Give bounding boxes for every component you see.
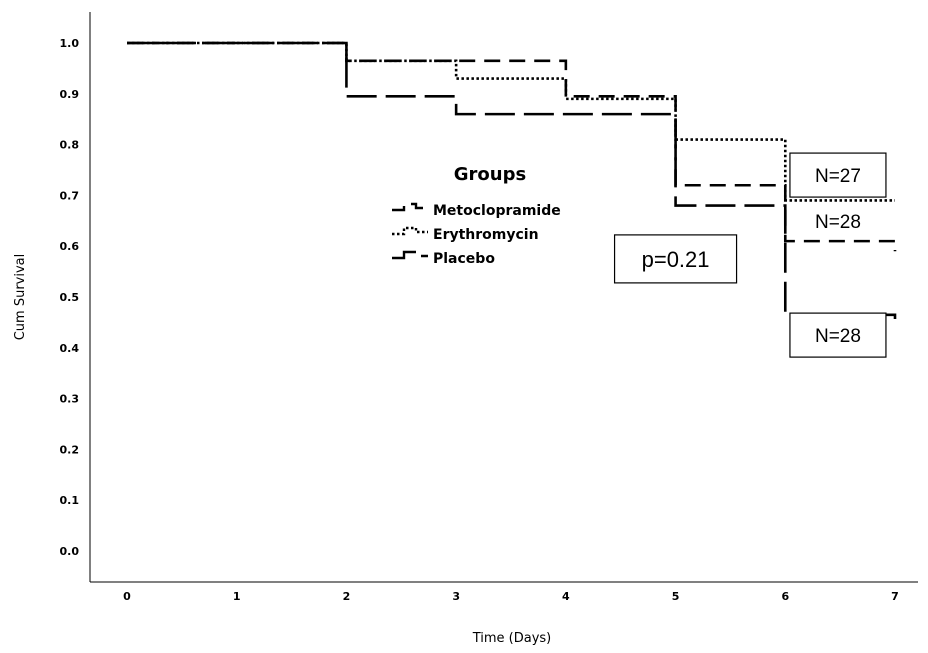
legend-swatch: [392, 226, 428, 236]
x-tick-label: 1: [233, 590, 241, 603]
annotation-box: p=0.21: [613, 234, 738, 284]
legend-label: Placebo: [433, 251, 495, 267]
y-tick-label: 1.0: [60, 37, 80, 50]
legend: Groups Metoclopramide Erythromycin Placebo: [392, 164, 561, 267]
x-tick-label: 2: [343, 590, 351, 603]
legend-title: Groups: [454, 164, 526, 185]
legend-swatch: [392, 250, 428, 260]
annotation-box: N=27: [789, 152, 887, 198]
x-tick-label: 7: [891, 590, 899, 603]
annotation-frame: [613, 234, 738, 284]
y-tick-labels: 0.0 0.1 0.2 0.3 0.4 0.5 0.6 0.7 0.8 0.9 1.0: [60, 37, 80, 558]
annotation-text: N=27: [815, 166, 861, 187]
y-tick-label: 0.2: [60, 443, 80, 456]
annotation-text: N=28: [815, 326, 861, 347]
x-tick-label: 6: [781, 590, 789, 603]
annotation-text: p=0.21: [642, 247, 710, 272]
y-tick-label: 0.1: [60, 494, 80, 507]
series-line-placebo: [127, 41, 897, 328]
y-tick-label: 0.6: [60, 240, 80, 253]
y-tick-label: 0.9: [60, 88, 80, 101]
y-tick-label: 0.3: [60, 393, 80, 406]
annotation-box: N=28: [789, 312, 887, 358]
legend-label: Metoclopramide: [433, 203, 561, 219]
x-tick-label: 5: [672, 590, 680, 603]
series-line-metoclopramide: [127, 41, 897, 252]
annotations: p=0.21 N=27 N=28 N=28: [613, 152, 887, 358]
x-tick-labels: 0 1 2 3 4 5 6 7: [123, 590, 899, 603]
x-tick-label: 3: [452, 590, 460, 603]
x-axis-title: Time (Days): [472, 631, 552, 646]
legend-label: Erythromycin: [433, 227, 539, 243]
annotation-label: N=28: [815, 212, 861, 233]
axes: [89, 12, 918, 583]
annotation-frame: [789, 312, 887, 358]
series-lines: [127, 41, 897, 328]
annotation-text: N=28: [815, 212, 861, 233]
y-tick-label: 0.0: [60, 545, 80, 558]
y-tick-label: 0.7: [60, 189, 80, 202]
y-tick-label: 0.8: [60, 139, 80, 152]
y-tick-label: 0.4: [60, 342, 80, 355]
x-tick-label: 0: [123, 590, 131, 603]
y-axis-title: Cum Survival: [13, 254, 28, 341]
y-tick-label: 0.5: [60, 291, 80, 304]
legend-swatch: [392, 202, 428, 212]
annotation-frame: [789, 152, 887, 198]
x-tick-label: 4: [562, 590, 570, 603]
